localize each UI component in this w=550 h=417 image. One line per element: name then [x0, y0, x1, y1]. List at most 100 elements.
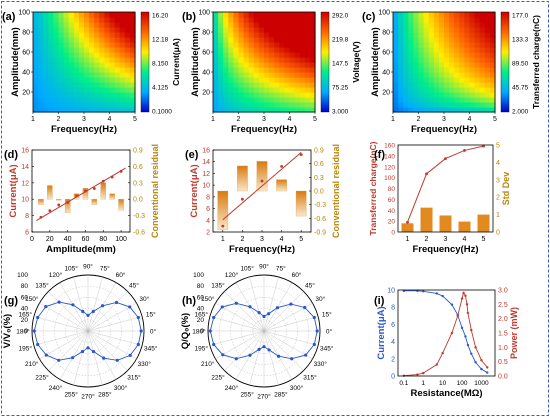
heatmap-cell [408, 37, 414, 43]
heatmap-cell [124, 27, 131, 33]
heatmap-cell [299, 27, 306, 33]
heatmap-cell [89, 47, 95, 53]
heatmap-cell [73, 107, 80, 113]
heatmap-cell [423, 67, 430, 73]
colorbar [320, 11, 330, 113]
heatmap-cell [38, 22, 44, 28]
angle-label: 60° [292, 271, 302, 279]
heatmap-cell [398, 17, 404, 23]
polar-data-point [212, 315, 216, 320]
heatmap-cell [479, 32, 486, 38]
polar-data-point [86, 346, 90, 350]
data-point [241, 197, 244, 201]
y2-tick-label: -0.6 [133, 230, 145, 237]
heatmap-cell [479, 47, 486, 53]
heatmap-cell [58, 107, 65, 113]
heatmap-cell [99, 22, 105, 28]
heatmap-cell [238, 17, 245, 23]
heatmap-cell [408, 27, 414, 33]
heatmap-cell [53, 17, 60, 23]
polar-spoke [59, 282, 89, 332]
heatmap-cell [459, 102, 465, 108]
heatmap-cell [469, 27, 476, 33]
heatmap-cell [449, 77, 455, 83]
heatmap-cell [464, 17, 471, 23]
heatmap-cell [258, 102, 265, 108]
polar-spoke [249, 330, 265, 386]
heatmap-cell [223, 47, 229, 53]
heatmap-cell [284, 102, 291, 108]
heatmap-cell [464, 92, 471, 98]
heatmap-cell [48, 97, 54, 103]
heatmap-cell [233, 77, 240, 83]
heatmap-cell [129, 107, 136, 113]
heatmap-cell [33, 62, 39, 68]
heatmap-cell [269, 22, 275, 28]
current-point [486, 371, 489, 374]
heatmap-cell [484, 27, 491, 33]
heatmap-cell [63, 12, 70, 18]
angle-label: 165° [18, 311, 32, 319]
heatmap-cell [489, 67, 496, 73]
heatmap-cell [253, 27, 260, 33]
polar-spoke [263, 330, 319, 346]
heatmap-cell [223, 72, 229, 78]
heatmap-cell [43, 62, 49, 68]
heatmap-cell [243, 12, 250, 18]
heatmap-cell [63, 102, 70, 108]
heatmap-cell [294, 92, 301, 98]
heatmap-cell [63, 107, 70, 113]
x-tick-label: 20 [46, 236, 54, 243]
heatmap-cell [464, 12, 471, 18]
heatmap-cell [279, 107, 285, 113]
heatmap-cell [129, 62, 136, 68]
heatmap-cell [48, 37, 54, 43]
heatmap-cell [248, 102, 255, 108]
heatmap-cell [408, 72, 414, 78]
heatmap-cell [48, 22, 54, 28]
heatmap-cell [68, 87, 75, 93]
heatmap-cell [279, 17, 285, 23]
heatmap-cell [469, 82, 476, 88]
heatmap-cell [68, 72, 75, 78]
heatmap-cell [449, 102, 455, 108]
heatmap-cell [403, 62, 409, 68]
heatmap-cell [114, 42, 121, 48]
heatmap-cell [73, 62, 80, 68]
heatmap-cell [413, 82, 420, 88]
heatmap-cell [408, 102, 414, 108]
heatmap-cell [48, 47, 54, 53]
heatmap-cell [129, 22, 136, 28]
heatmap-cell [84, 22, 90, 28]
heatmap-cell [469, 22, 476, 28]
angle-label: 120° [225, 271, 239, 279]
heatmap-cell [78, 47, 85, 53]
heatmap-cell [233, 42, 240, 48]
heatmap-cell [258, 77, 265, 83]
heatmap-cell [433, 67, 440, 73]
heatmap-cell [63, 67, 70, 73]
heatmap-cell [53, 52, 60, 58]
heatmap-cell [109, 97, 116, 103]
radius-label: 20 [21, 317, 29, 324]
heatmap-cell [459, 72, 465, 78]
heatmap-cell [454, 12, 460, 18]
heatmap-cell [444, 82, 450, 88]
y2-tick-label: 0.0 [133, 197, 143, 204]
polar-spoke [39, 302, 89, 332]
heatmap-cell [248, 82, 255, 88]
heatmap-cell [279, 97, 285, 103]
heatmap-cell [438, 97, 445, 103]
heatmap-cell [264, 42, 270, 48]
heatmap-cell [38, 37, 44, 43]
heatmap-cell [279, 102, 285, 108]
heatmap-cell [238, 82, 245, 88]
heatmap-cell [489, 107, 496, 113]
heatmap-cell [469, 62, 476, 68]
heatmap-cell [398, 67, 404, 73]
data-point [299, 153, 303, 157]
heatmap-cell [253, 102, 260, 108]
heatmap-cell [454, 62, 460, 68]
x-tick-label: 3 [444, 236, 448, 243]
power-point [456, 314, 459, 317]
